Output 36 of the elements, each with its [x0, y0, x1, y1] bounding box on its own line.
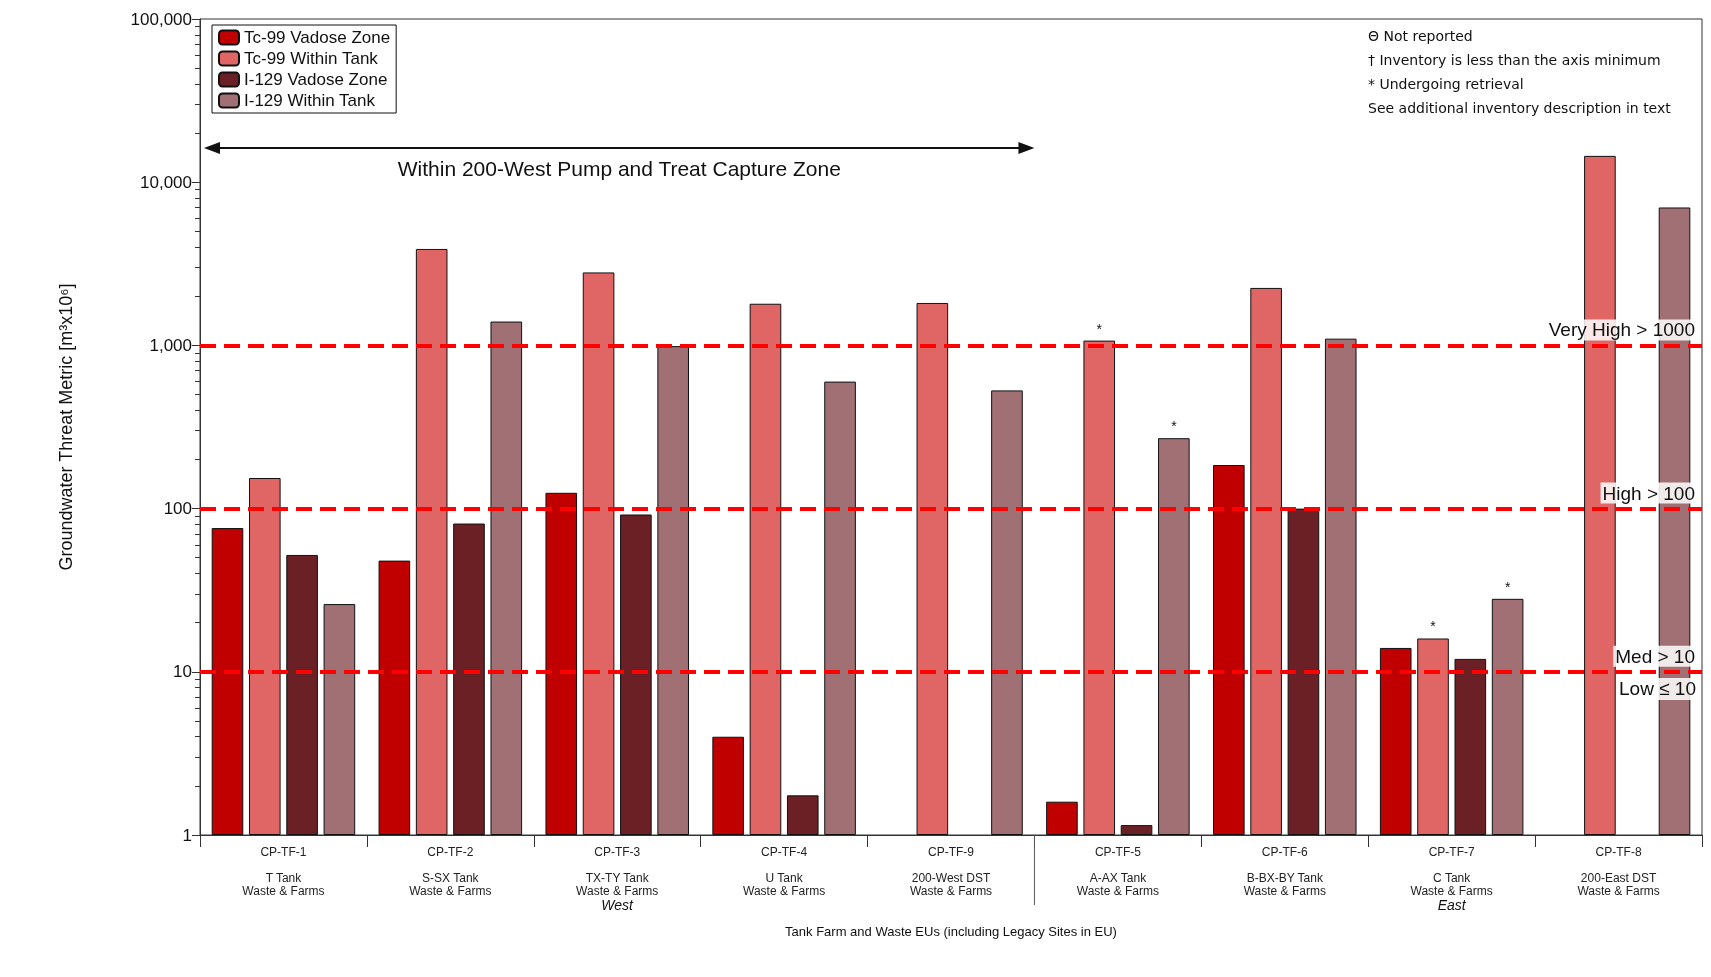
y-axis-title: Groundwater Threat Metric [m³x10⁶] [56, 283, 76, 571]
legend-label: I-129 Within Tank [244, 91, 376, 110]
y-tick-label: 10 [173, 662, 192, 682]
y-tick-label: 100 [163, 499, 192, 519]
data-label: * [1096, 320, 1103, 337]
annotation: See additional inventory description in text [1368, 100, 1671, 116]
x-tick-label: CP-TF-8 200-East DST Waste & Farms [1577, 844, 1660, 898]
y-tick-label: 1 [182, 825, 192, 845]
x-tick-label: CP-TF-3 TX-TY Tank Waste & Farms [576, 844, 659, 898]
annotation: Θ Not reported [1368, 28, 1473, 44]
ref-line-label: Very High > 1000 [1548, 319, 1695, 341]
x-tick-label: CP-TF-2 S-SX Tank Waste & Farms [409, 844, 492, 898]
x-tick-label: CP-TF-6 B-BX-BY Tank Waste & Farms [1243, 844, 1326, 898]
annotation: Within 200-West Pump and Treat Capture Zone [397, 157, 841, 181]
text: West [601, 897, 633, 913]
x-tick-label: CP-TF-7 C Tank Waste & Farms [1410, 844, 1493, 898]
legend-label: Tc-99 Within Tank [244, 49, 379, 68]
annotation: * Undergoing retrieval [1368, 76, 1524, 92]
y-tick-label: 1,000 [149, 335, 192, 355]
data-label: * [1504, 578, 1511, 595]
x-tick-label: CP-TF-4 U Tank Waste & Farms [742, 844, 826, 898]
legend-label: I-129 Vadose Zone [244, 70, 388, 89]
annotation: Low ≤ 10 [1617, 677, 1698, 700]
x-tick-label: CP-TF-9 200-West DST Waste & Farms [909, 844, 993, 898]
x-axis-title: Tank Farm and Waste EUs (including Legacy Sites in EU) [785, 924, 1117, 939]
x-tick-label: CP-TF-5 A-AX Tank Waste & Farms [1076, 844, 1160, 898]
data-label: * [1171, 418, 1178, 435]
legend-label: Tc-99 Vadose Zone [244, 28, 391, 47]
x-tick-label: CP-TF-1 T Tank Waste & Farms [242, 844, 325, 898]
ref-line-label: Med > 10 [1615, 645, 1695, 667]
text: East [1437, 897, 1466, 913]
data-label: * [1430, 618, 1437, 635]
ref-line-label: High > 100 [1602, 482, 1695, 504]
annotation: † Inventory is less than the axis minimum [1368, 52, 1661, 68]
y-tick-label: 100,000 [130, 9, 192, 29]
y-tick-label: 10,000 [140, 172, 192, 192]
